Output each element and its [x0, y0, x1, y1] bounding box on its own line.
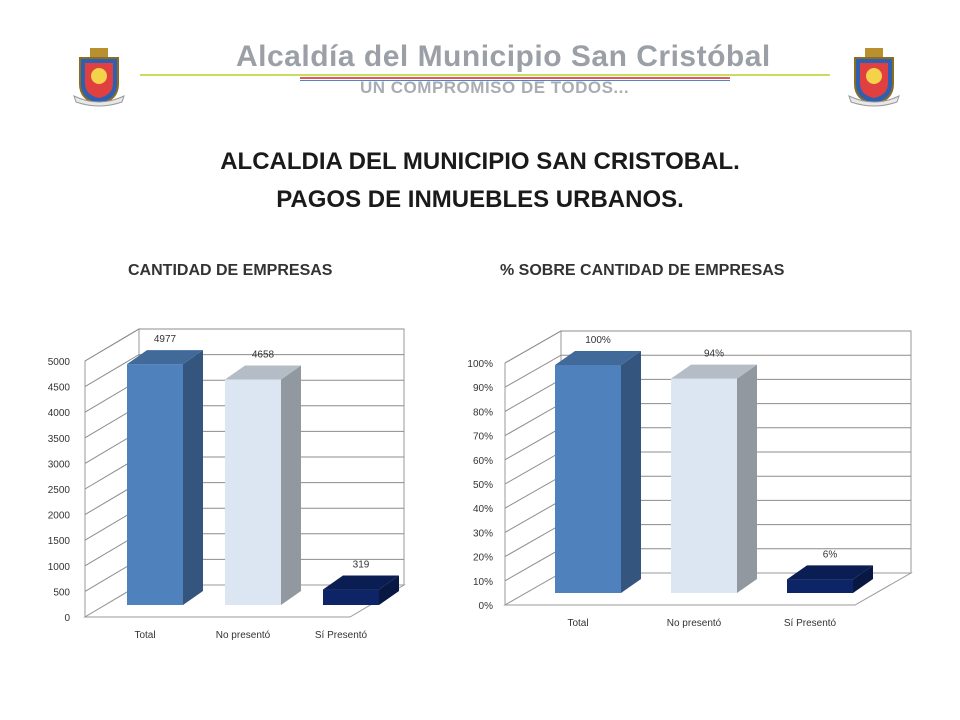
bar-side: [853, 565, 873, 593]
y-tick-label: 4000: [48, 408, 71, 419]
bar-top: [127, 350, 203, 365]
y-tick-label: 4500: [48, 383, 71, 394]
gridline: [504, 354, 911, 388]
data-label: 94%: [704, 349, 724, 360]
gridline: [84, 354, 404, 388]
bar-si-presento: [323, 575, 399, 605]
y-tick-label: 3500: [48, 434, 71, 445]
y-tick-label: 60%: [473, 456, 493, 467]
bar-total: [127, 350, 203, 605]
bar-side: [281, 365, 301, 605]
y-tick-label: 1000: [48, 562, 71, 573]
y-tick-label: 70%: [473, 432, 493, 443]
header-rule-green: [140, 74, 830, 76]
bar-top: [323, 575, 399, 590]
bar-no-presento: [225, 365, 301, 605]
y-tick-label: 2000: [48, 511, 71, 522]
y-tick-label: 3000: [48, 459, 71, 470]
slide-title-line2: PAGOS DE INMUEBLES URBANOS.: [276, 186, 684, 213]
x-category-label: Sí Presentó: [315, 630, 368, 641]
bar-top: [225, 365, 301, 380]
data-label: 4658: [252, 350, 275, 361]
y-tick-label: 50%: [473, 480, 493, 491]
organization-name: Alcaldía del Municipio San Cristóbal: [236, 40, 771, 73]
y-tick-label: 2500: [48, 485, 71, 496]
bar-front: [323, 589, 379, 605]
y-tick-label: 0: [64, 613, 70, 624]
header-rule-blue: [300, 80, 730, 81]
bar-front: [555, 365, 621, 593]
municipal-crest-right: [845, 46, 903, 108]
header-rule-red: [300, 77, 730, 79]
y-tick-label: 10%: [473, 577, 493, 588]
y-tick-label: 80%: [473, 407, 493, 418]
slide-title-line1: ALCALDIA DEL MUNICIPIO SAN CRISTOBAL.: [220, 148, 740, 175]
x-category-label: Sí Presentó: [784, 618, 837, 629]
bar-total: [555, 351, 641, 593]
data-label: 4977: [154, 334, 177, 345]
chart-porcentaje-empresas: 0% 10% 20% 30% 40% 50% 60% 70% 80% 90% 100% 100% Tot…: [467, 330, 913, 629]
x-category-label: No presentó: [667, 618, 722, 629]
bar-top: [787, 565, 873, 580]
bar-top: [671, 364, 757, 379]
gridline: [84, 328, 404, 362]
chart-left-title: CANTIDAD DE EMPRESAS: [128, 262, 333, 279]
bar-side: [621, 351, 641, 593]
bar-front: [225, 379, 281, 605]
organization-slogan: UN COMPROMISO DE TODOS...: [360, 78, 630, 97]
y-tick-label: 500: [53, 587, 70, 598]
x-category-label: No presentó: [216, 630, 271, 641]
bar-side: [183, 350, 203, 605]
y-tick-label: 30%: [473, 528, 493, 539]
bar-side: [379, 575, 399, 605]
y-tick-label: 90%: [473, 383, 493, 394]
y-tick-label: 5000: [48, 357, 71, 368]
bar-top: [555, 351, 641, 365]
y-tick-label: 1500: [48, 536, 71, 547]
gridline: [504, 330, 911, 364]
y-tick-label: 0%: [479, 601, 494, 612]
x-category-label: Total: [567, 618, 588, 629]
x-category-label: Total: [134, 630, 155, 641]
chart-cantidad-empresas: 0 500 1000 1500 2000 2500 3000 3500 4000 4500 5000…: [48, 328, 406, 641]
bar-front: [671, 378, 737, 593]
chart-right-title: % SOBRE CANTIDAD DE EMPRESAS: [500, 262, 785, 279]
data-label: 100%: [585, 335, 611, 346]
bar-no-presento: [671, 364, 757, 593]
bar-front: [127, 364, 183, 605]
data-label: 319: [353, 560, 370, 571]
bar-side: [737, 364, 757, 593]
bar-front: [787, 579, 853, 593]
bar-si-presento: [787, 565, 873, 593]
y-tick-label: 20%: [473, 553, 493, 564]
y-tick-label: 40%: [473, 504, 493, 515]
municipal-crest-left: [70, 46, 128, 108]
y-tick-label: 100%: [467, 359, 493, 370]
data-label: 6%: [823, 549, 838, 560]
